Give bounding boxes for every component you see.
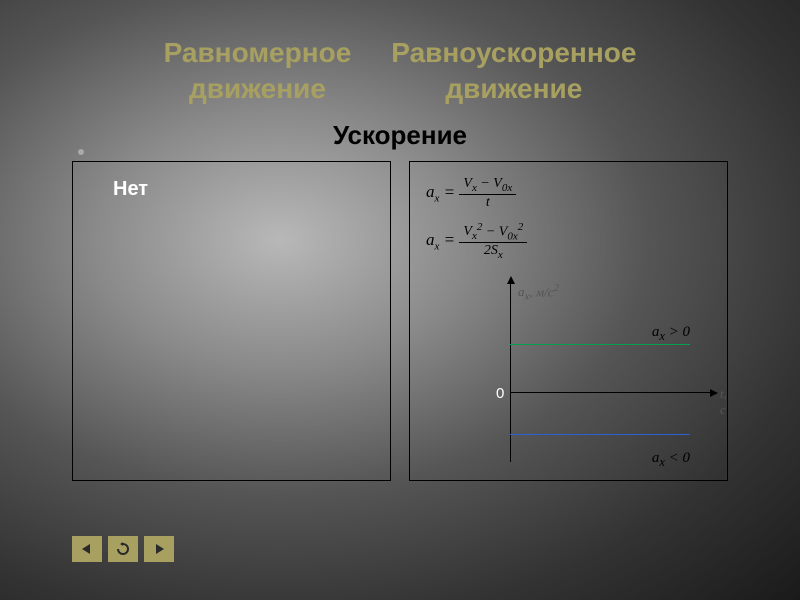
- prev-icon: [80, 542, 94, 556]
- x-axis-label: t, с: [720, 386, 727, 418]
- header-right: Равноускоренноедвижение: [391, 35, 636, 108]
- bullet-icon: [78, 149, 84, 155]
- formula-1-lhs: ax =: [426, 182, 459, 201]
- panel-left-label: Нет: [113, 178, 374, 201]
- reload-button[interactable]: [108, 536, 138, 562]
- neg-accel-line: [510, 434, 690, 435]
- next-icon: [152, 542, 166, 556]
- formula-1-den: t: [459, 195, 516, 211]
- formula-1: ax = Vx − V0x t: [426, 176, 711, 211]
- next-button[interactable]: [144, 536, 174, 562]
- formula-2-den: 2Sx: [459, 243, 527, 261]
- formula-2-lhs: ax =: [426, 230, 459, 249]
- panel-left: Нет: [72, 161, 391, 481]
- ineq-negative: ax < 0: [652, 450, 690, 470]
- formula-2-num: Vx2 − V0x2: [459, 221, 527, 243]
- formula-2: ax = Vx2 − V0x2 2Sx: [426, 221, 711, 261]
- header: Равномерноедвижение Равноускоренноедвиже…: [0, 0, 800, 108]
- zero-label: 0: [496, 385, 504, 402]
- x-arrow-icon: [710, 389, 718, 397]
- header-left: Равномерноедвижение: [164, 35, 352, 108]
- subtitle: Ускорение: [0, 120, 800, 151]
- acceleration-chart: ax, м/с2 t, с 0 ax > 0 ax < 0: [460, 282, 700, 462]
- panel-right: ax = Vx − V0x t ax = Vx2 − V0x2 2Sx ax, …: [409, 161, 728, 481]
- nav-buttons: [72, 536, 174, 562]
- pos-accel-line: [510, 344, 690, 345]
- y-arrow-icon: [507, 276, 515, 284]
- formula-2-frac: Vx2 − V0x2 2Sx: [459, 221, 527, 261]
- x-axis: [510, 392, 710, 393]
- y-axis: [510, 282, 511, 462]
- y-axis-label: ax, м/с2: [518, 282, 559, 303]
- reload-icon: [115, 542, 131, 556]
- ineq-positive: ax > 0: [652, 324, 690, 344]
- formula-1-num: Vx − V0x: [459, 176, 516, 195]
- formula-1-frac: Vx − V0x t: [459, 176, 516, 211]
- prev-button[interactable]: [72, 536, 102, 562]
- panels: Нет ax = Vx − V0x t ax = Vx2 − V0x2 2Sx …: [0, 161, 800, 481]
